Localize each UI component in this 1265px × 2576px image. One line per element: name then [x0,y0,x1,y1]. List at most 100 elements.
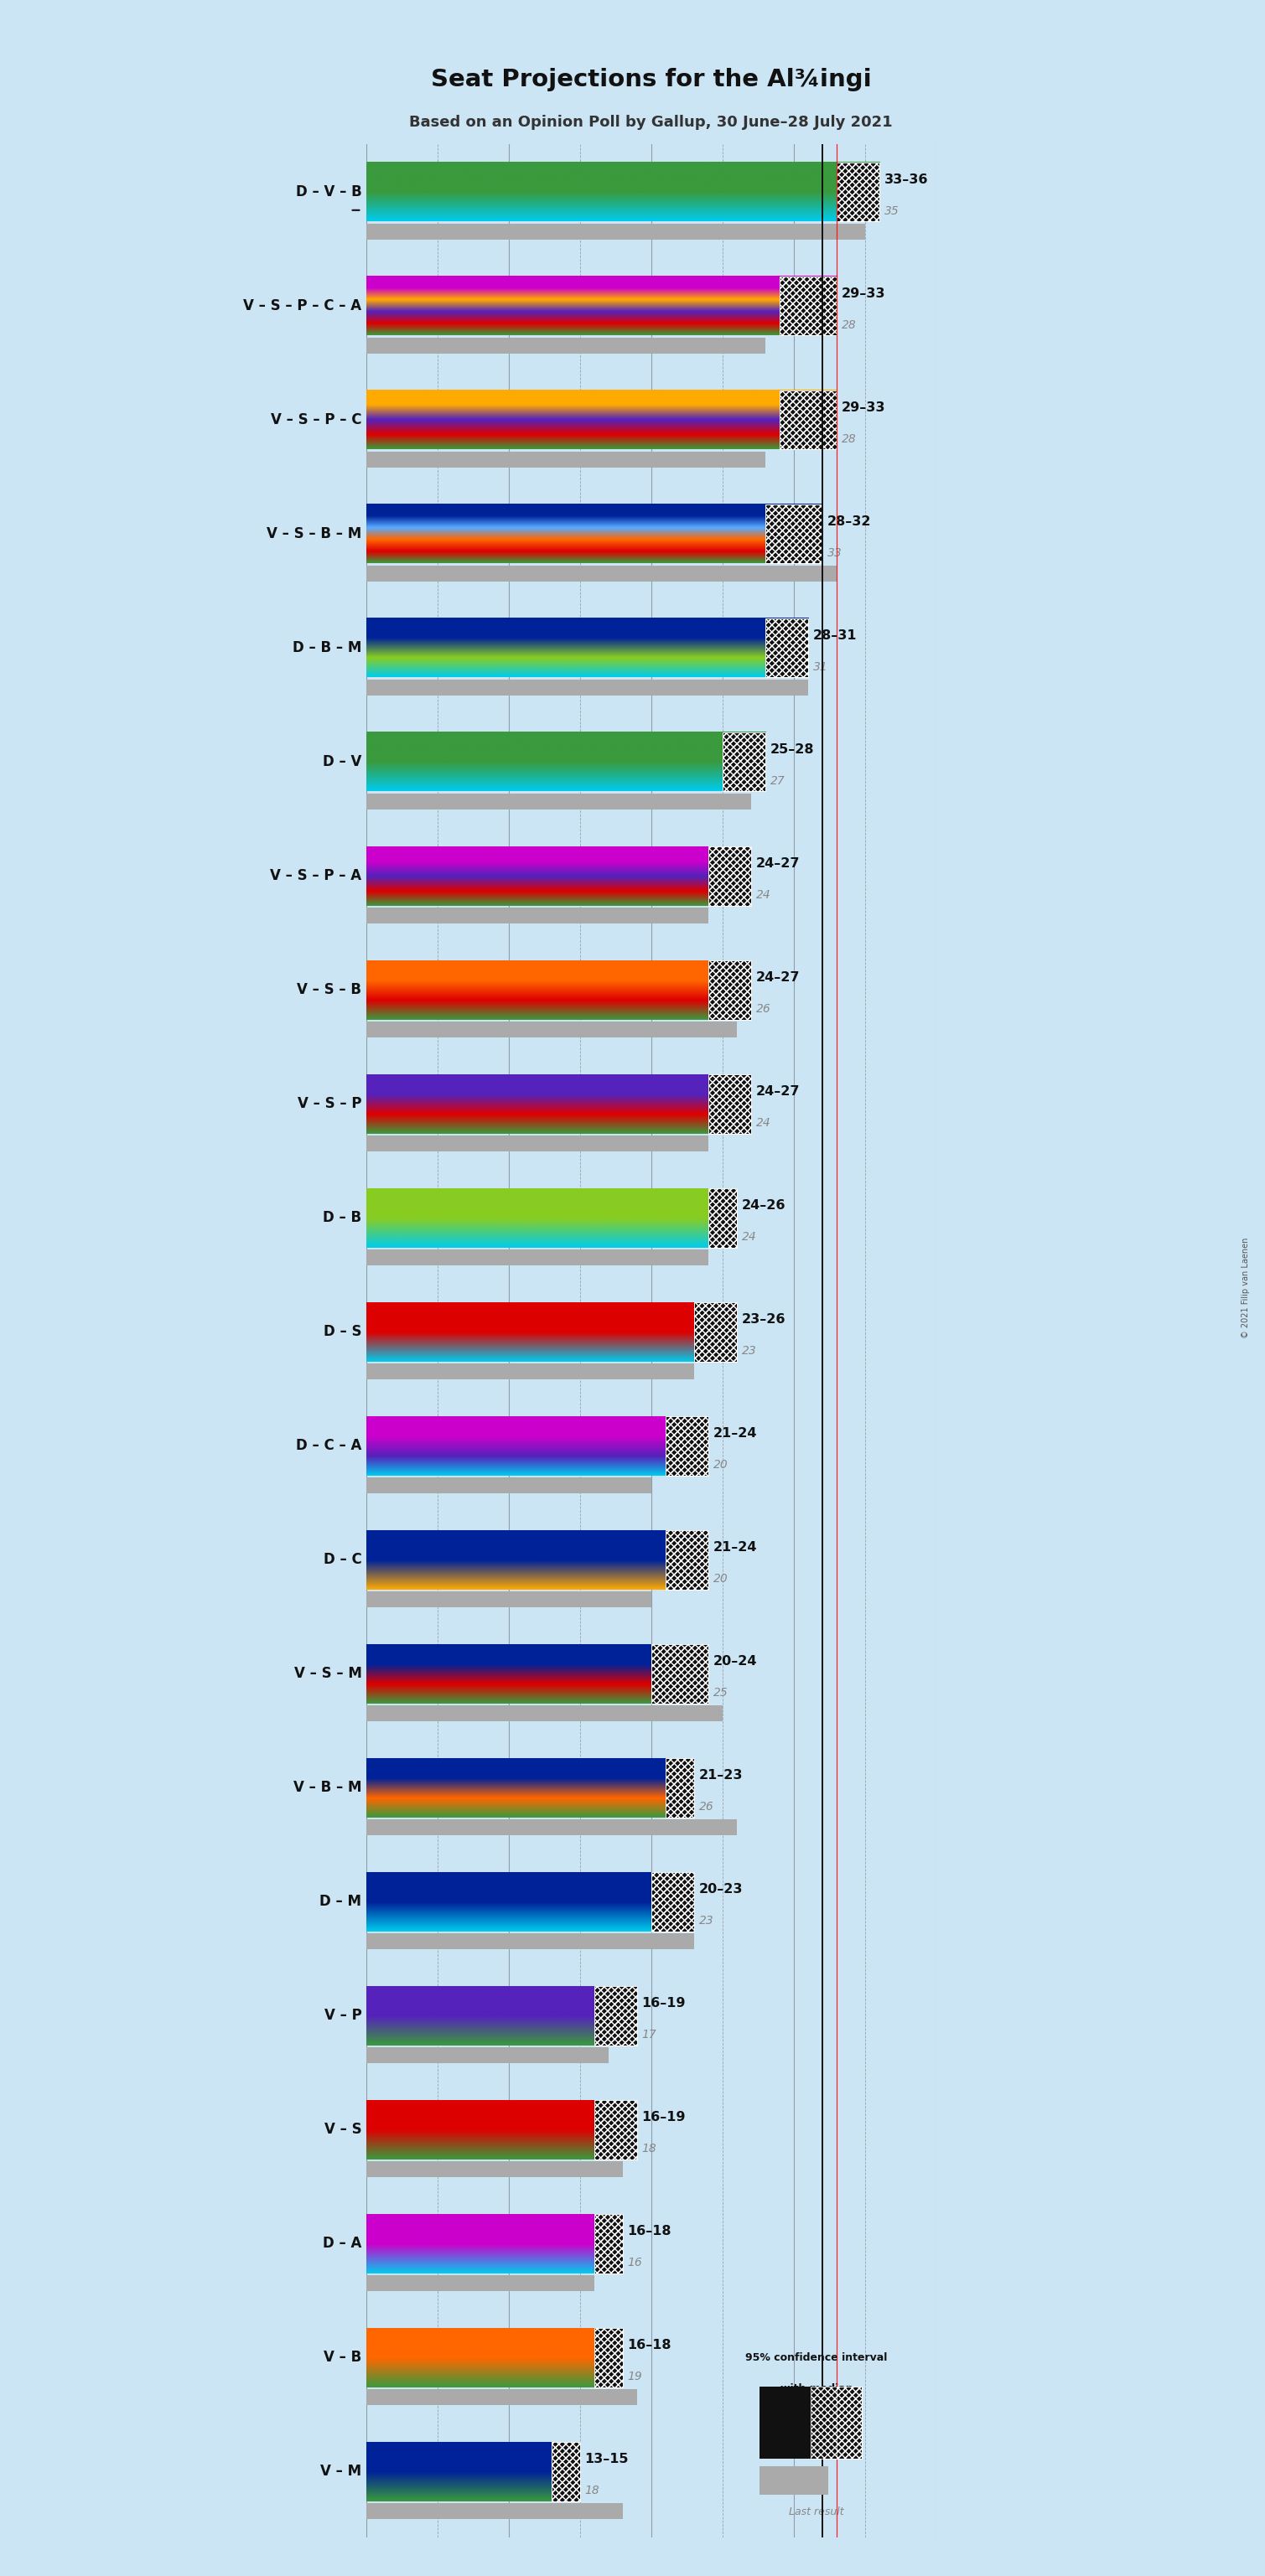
Text: 24–26: 24–26 [741,1198,786,1211]
Bar [595,2329,622,2388]
Text: 23: 23 [698,1914,713,1927]
Text: V – B – M: V – B – M [293,1780,362,1795]
Text: V – P: V – P [324,2009,362,2022]
Text: 24: 24 [755,1118,770,1128]
Bar [651,1643,708,1703]
Text: 20–24: 20–24 [713,1654,756,1667]
Bar [665,1417,708,1476]
Bar [765,505,822,564]
Bar [595,2213,622,2272]
Bar [708,1074,751,1133]
Text: 16–18: 16–18 [627,2226,672,2239]
Bar [836,162,879,222]
Text: 23: 23 [741,1345,756,1358]
Text: D – M: D – M [320,1893,362,1909]
Text: D – C – A: D – C – A [296,1437,362,1453]
Text: 20: 20 [713,1574,727,1584]
Bar [552,2442,579,2501]
Text: 24–27: 24–27 [755,858,799,871]
Bar [665,1417,708,1476]
Bar [765,618,808,677]
Text: D – S: D – S [324,1324,362,1340]
Bar [779,276,836,335]
Bar [779,276,836,335]
Bar [759,2388,861,2458]
Text: V – M: V – M [320,2465,362,2478]
Text: Last result: Last result [789,2506,844,2517]
Bar [366,1592,651,1607]
Bar [722,732,765,791]
Text: 33: 33 [827,546,842,559]
Text: 28: 28 [841,319,856,332]
Bar [595,2329,622,2388]
Text: Based on an Opinion Poll by Gallup, 30 June–28 July 2021: Based on an Opinion Poll by Gallup, 30 J… [410,113,893,129]
Bar [366,2391,636,2406]
Bar [708,1074,751,1133]
Bar [708,1188,736,1247]
Bar [366,2504,622,2519]
Text: 31: 31 [813,662,827,672]
Bar [665,1530,708,1589]
Bar [366,1023,736,1038]
Bar [708,845,751,904]
Text: D – A: D – A [323,2236,362,2251]
Bar [651,1643,708,1703]
Bar [366,1819,736,1837]
Bar [665,1757,693,1816]
Bar [765,618,808,677]
Text: Seat Projections for the Al¾ingi: Seat Projections for the Al¾ingi [430,67,872,90]
Bar [366,224,865,240]
Bar [651,1873,693,1932]
Bar [595,2213,622,2272]
Text: V – B: V – B [324,2349,362,2365]
Bar [836,2388,861,2458]
Bar [366,1363,693,1381]
Bar [595,1986,636,2045]
Text: 28–32: 28–32 [827,515,872,528]
Bar [665,1757,693,1816]
Bar [708,1188,736,1247]
Text: 29–33: 29–33 [841,402,886,415]
Bar [708,961,751,1020]
Bar [366,1935,693,1950]
Text: 28–31: 28–31 [813,629,856,641]
Bar [595,2099,636,2159]
Text: with median: with median [781,2383,853,2393]
Bar [765,505,822,564]
Text: 16–19: 16–19 [641,2110,686,2123]
Text: D – B – M: D – B – M [292,641,362,654]
Bar [708,961,751,1020]
Bar [366,2275,595,2293]
Bar [595,2099,636,2159]
Text: 21–24: 21–24 [713,1427,756,1440]
Bar [552,2442,579,2501]
Text: 25: 25 [713,1687,727,1700]
Bar [779,276,836,335]
Bar [722,732,765,791]
Bar [366,907,708,925]
Bar [836,162,879,222]
Text: V – S – B – M: V – S – B – M [267,526,362,541]
Bar [708,1074,751,1133]
Text: 20: 20 [713,1458,727,1471]
Bar [366,451,765,469]
Text: 29–33: 29–33 [841,286,886,299]
Bar [665,1757,693,1816]
Text: D – V – B: D – V – B [296,185,362,198]
Text: 13–15: 13–15 [584,2452,629,2465]
Text: 21–24: 21–24 [713,1540,756,1553]
Text: 24–27: 24–27 [755,1084,799,1097]
Text: 27: 27 [770,775,786,788]
Bar [366,1705,722,1721]
Bar [595,1986,636,2045]
Text: V – S – P – A: V – S – P – A [271,868,362,884]
Bar [693,1301,736,1360]
Bar [722,732,765,791]
Bar [366,680,808,696]
Text: V – S – P – C – A: V – S – P – C – A [243,299,362,314]
Bar [759,2465,827,2494]
Text: 33–36: 33–36 [884,173,929,185]
Bar [765,505,822,564]
Text: 23–26: 23–26 [741,1314,786,1327]
Bar [552,2442,579,2501]
